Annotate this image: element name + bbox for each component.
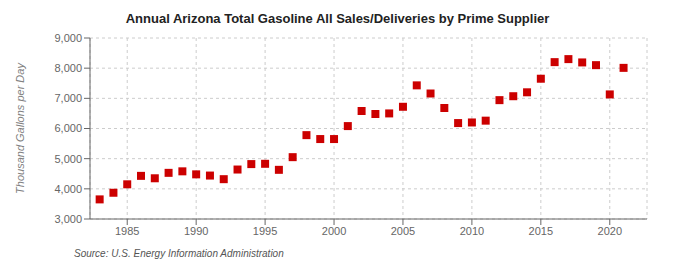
html-text:Source: U.S. Energy Informatio: Source: U.S. Energy Information Administ… bbox=[74, 248, 284, 259]
svg-text:1995: 1995 bbox=[253, 225, 277, 237]
svg-text:7,000: 7,000 bbox=[54, 92, 82, 104]
svg-text:3,000: 3,000 bbox=[54, 213, 82, 225]
svg-text:2010: 2010 bbox=[460, 225, 484, 237]
svg-text:2015: 2015 bbox=[529, 225, 553, 237]
svg-text:Thousand Gallons per Day: Thousand Gallons per Day bbox=[14, 62, 26, 194]
svg-text:5,000: 5,000 bbox=[54, 153, 82, 165]
svg-text:4,000: 4,000 bbox=[54, 183, 82, 195]
svg-text:1990: 1990 bbox=[184, 225, 208, 237]
svg-text:6,000: 6,000 bbox=[54, 122, 82, 134]
svg-text:2000: 2000 bbox=[322, 225, 346, 237]
html-text:Annual Arizona Total Gasoline: Annual Arizona Total Gasoline All Sales/… bbox=[125, 11, 550, 26]
svg-text:9,000: 9,000 bbox=[54, 32, 82, 44]
svg-text:2020: 2020 bbox=[598, 225, 622, 237]
svg-text:1985: 1985 bbox=[115, 225, 139, 237]
svg-text:8,000: 8,000 bbox=[54, 62, 82, 74]
svg-text:2005: 2005 bbox=[391, 225, 415, 237]
